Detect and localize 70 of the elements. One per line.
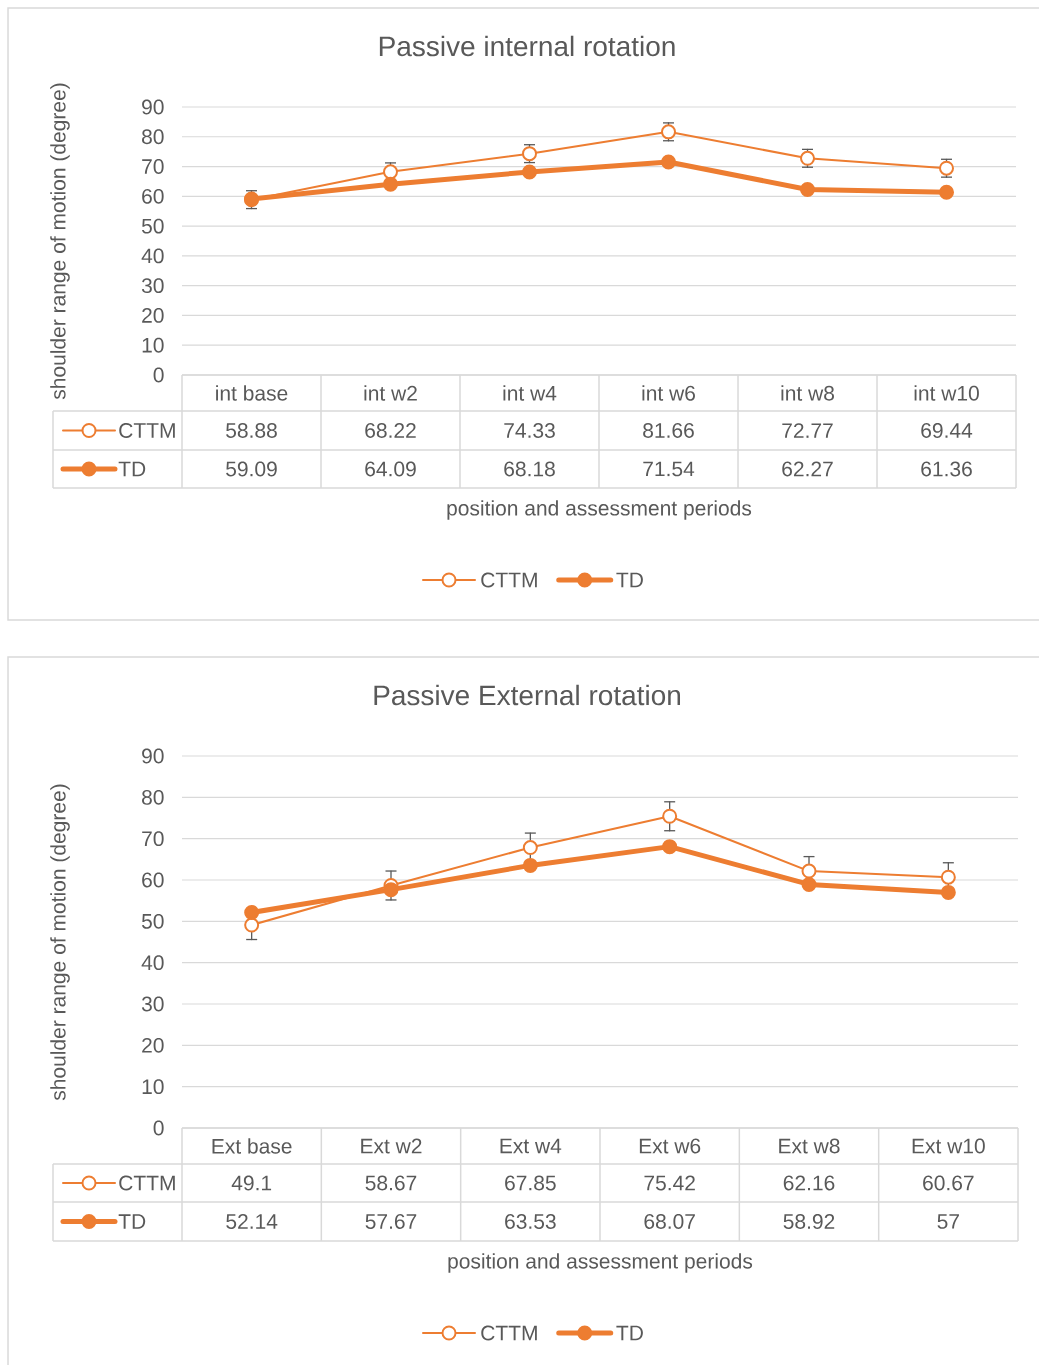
y-tick-label: 80 bbox=[142, 129, 164, 145]
x-tick-label: int w6 bbox=[642, 385, 695, 401]
y-tick-label: 90 bbox=[142, 748, 164, 764]
y-tick-label: 10 bbox=[142, 337, 164, 353]
y-tick-label: 60 bbox=[142, 872, 164, 888]
x-tick-label: Ext w2 bbox=[361, 1138, 422, 1154]
text: TD bbox=[616, 572, 643, 588]
data-label: 69.44 bbox=[921, 423, 973, 438]
data-label: 68.22 bbox=[365, 423, 416, 438]
y-tick-label: 40 bbox=[141, 248, 164, 264]
data-label: 75.42 bbox=[644, 1175, 695, 1191]
y-tick-label: 20 bbox=[142, 308, 164, 323]
data-label: 62.16 bbox=[783, 1175, 835, 1191]
x-axis-title: position and assessment periods bbox=[447, 500, 752, 520]
data-label: 67.85 bbox=[505, 1175, 556, 1191]
data-label: 61.36 bbox=[921, 461, 972, 477]
data-label: 58.92 bbox=[783, 1214, 835, 1229]
y-axis-title: shoulder range of motion (degree) bbox=[50, 83, 70, 400]
data-label: 68.07 bbox=[644, 1214, 695, 1229]
x-tick-label: int w10 bbox=[914, 385, 979, 401]
y-tick-label: 30 bbox=[141, 278, 164, 294]
y-tick-label: 50 bbox=[141, 913, 164, 929]
x-tick-label: int base bbox=[216, 385, 288, 401]
y-tick-label: 70 bbox=[142, 831, 164, 847]
data-label: 62.27 bbox=[782, 461, 833, 477]
data-label: 49.1 bbox=[231, 1175, 272, 1191]
data-label: 60.67 bbox=[923, 1175, 974, 1191]
y-tick-label: 10 bbox=[142, 1079, 164, 1095]
y-tick-label: 70 bbox=[142, 159, 164, 174]
y-tick-label: 0 bbox=[153, 1120, 164, 1136]
data-label: 58.67 bbox=[365, 1175, 417, 1191]
text: CTTM bbox=[481, 1325, 537, 1341]
y-tick-label: 80 bbox=[142, 789, 164, 805]
legend-label: CTTM bbox=[119, 1175, 175, 1191]
legend-label: TD bbox=[118, 461, 146, 477]
chart-title: Passive internal rotation bbox=[379, 35, 675, 57]
data-label: 59.09 bbox=[226, 461, 277, 477]
data-label: 68.18 bbox=[504, 461, 555, 477]
y-tick-label: 30 bbox=[141, 996, 164, 1012]
y-tick-label: 90 bbox=[142, 99, 164, 115]
chart-title: Passive External rotation bbox=[374, 684, 681, 706]
data-label: 58.88 bbox=[226, 423, 277, 438]
x-tick-label: Ext w6 bbox=[639, 1138, 701, 1154]
data-label: 57.67 bbox=[365, 1214, 417, 1229]
legend-label: TD bbox=[118, 1214, 146, 1229]
y-axis-title: shoulder range of motion (degree) bbox=[50, 784, 70, 1101]
y-tick-label: 50 bbox=[141, 218, 164, 234]
data-label: 63.53 bbox=[505, 1214, 556, 1229]
data-label: 52.14 bbox=[226, 1214, 278, 1229]
x-tick-label: int w2 bbox=[364, 385, 417, 401]
data-label: 72.77 bbox=[782, 423, 833, 438]
y-tick-label: 40 bbox=[141, 955, 164, 971]
legend-label: CTTM bbox=[119, 423, 175, 438]
x-tick-label: Ext w8 bbox=[779, 1138, 840, 1154]
y-tick-label: 60 bbox=[142, 188, 164, 204]
x-tick-label: Ext w10 bbox=[912, 1138, 985, 1154]
x-axis-title: position and assessment periods bbox=[448, 1253, 753, 1273]
text: TD bbox=[616, 1325, 643, 1341]
data-label: 81.66 bbox=[643, 423, 694, 438]
data-label: 74.33 bbox=[504, 423, 555, 438]
data-label: 57 bbox=[937, 1214, 959, 1229]
y-tick-label: 0 bbox=[153, 367, 164, 383]
x-tick-label: Ext base bbox=[212, 1138, 292, 1154]
y-tick-label: 20 bbox=[142, 1037, 164, 1053]
x-tick-label: int w8 bbox=[781, 385, 834, 401]
x-tick-label: int w4 bbox=[503, 385, 557, 401]
x-tick-label: Ext w4 bbox=[500, 1138, 562, 1154]
data-label: 64.09 bbox=[365, 461, 416, 477]
text: CTTM bbox=[481, 572, 537, 588]
data-label: 71.54 bbox=[643, 461, 695, 477]
